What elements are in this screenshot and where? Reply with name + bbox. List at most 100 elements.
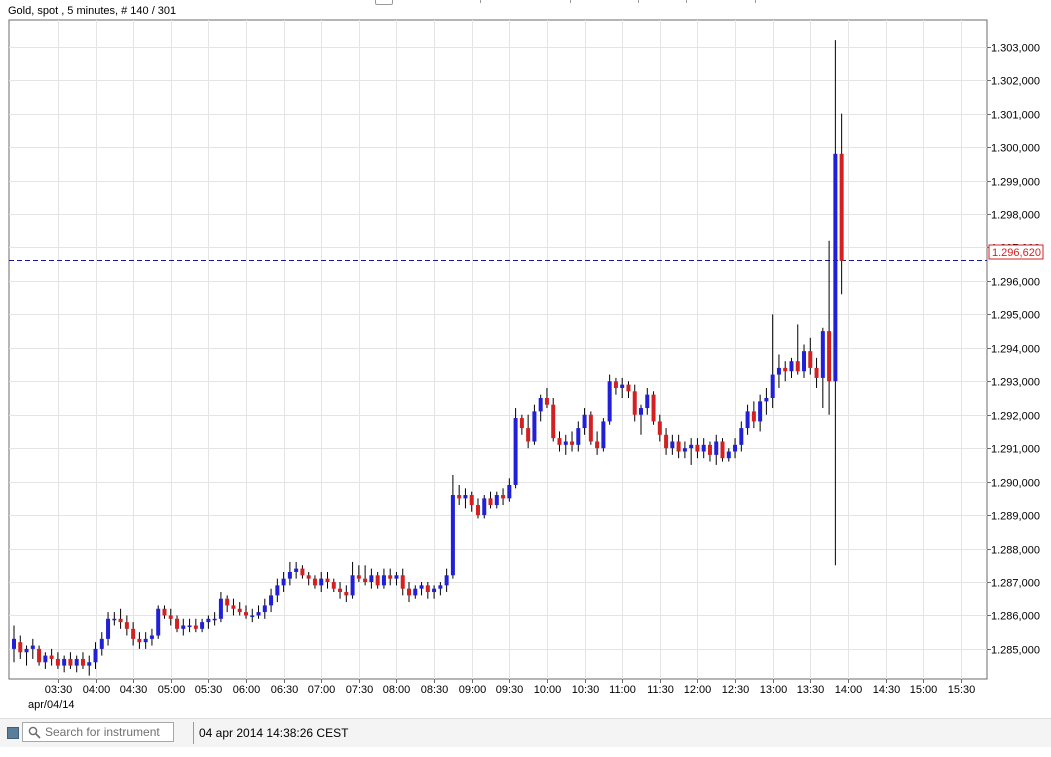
- candle-body: [720, 441, 725, 459]
- x-tick-label: 10:00: [534, 684, 562, 696]
- candle-body: [707, 444, 712, 455]
- candle-down: [501, 488, 506, 506]
- candle-up: [206, 615, 211, 629]
- candle-body: [482, 498, 487, 516]
- candle-body: [181, 625, 186, 629]
- candle-body: [162, 608, 167, 616]
- candle-body: [513, 418, 518, 485]
- candle-body: [381, 575, 386, 586]
- candlestick-chart[interactable]: 1.285,000 1.286,000 1.287,000 1.288,000 1.28…: [0, 0, 1051, 718]
- candle-up: [43, 652, 48, 669]
- candle-body: [620, 384, 625, 388]
- candle-body: [639, 408, 643, 415]
- candle-body: [225, 598, 230, 606]
- candle-up: [745, 404, 750, 435]
- candle-body: [131, 628, 136, 639]
- candle-body: [563, 441, 568, 445]
- candle-up: [275, 578, 280, 603]
- candle-body: [319, 578, 324, 586]
- y-axis: 1.285,000 1.286,000 1.287,000 1.288,000 1.28…: [987, 43, 1040, 657]
- candle-up: [733, 438, 738, 459]
- candle-body: [200, 622, 205, 629]
- candle-up: [582, 408, 587, 435]
- candle-body: [143, 638, 148, 643]
- candle-body: [538, 398, 543, 412]
- instrument-search[interactable]: [22, 722, 174, 742]
- candle-up: [256, 605, 261, 619]
- toolbar-divider: [570, 0, 571, 3]
- candle-body: [632, 391, 637, 415]
- candle-down: [193, 618, 198, 633]
- status-timestamp: 04 apr 2014 14:38:26 CEST: [199, 726, 349, 740]
- candle-up: [770, 314, 775, 409]
- current-price-label: 1.296,620: [992, 247, 1041, 259]
- candle-body: [808, 351, 813, 368]
- candle-up: [576, 421, 581, 452]
- candle-up: [419, 581, 424, 596]
- candle-up: [62, 655, 67, 673]
- candle-body: [193, 625, 198, 629]
- candle-body: [795, 361, 800, 372]
- toolbar-button[interactable]: [375, 0, 393, 5]
- candle-body: [501, 495, 506, 499]
- candle-body: [776, 367, 781, 375]
- candle-up: [294, 561, 299, 579]
- x-tick-label: 13:30: [797, 684, 825, 696]
- candle-down: [306, 571, 311, 586]
- candle-down: [168, 608, 173, 626]
- candle-body: [789, 361, 794, 372]
- status-divider: [193, 722, 194, 744]
- candle-body: [758, 401, 763, 422]
- candle-up: [24, 645, 29, 666]
- candle-body: [827, 331, 832, 382]
- candle-body: [450, 495, 455, 576]
- candle-body: [613, 381, 618, 388]
- candle-body: [87, 662, 92, 666]
- candle-body: [582, 414, 587, 429]
- y-tick-label: 1.287,000: [991, 578, 1040, 590]
- candle-body: [438, 585, 443, 589]
- candle-body: [388, 575, 393, 579]
- plot-area[interactable]: [8, 19, 988, 680]
- chart-title: Gold, spot , 5 minutes, # 140 / 301: [8, 5, 177, 17]
- candle-body: [657, 421, 662, 435]
- y-tick-label: 1.303,000: [991, 43, 1040, 55]
- candle-down: [557, 431, 562, 452]
- candle-down: [300, 565, 305, 579]
- search-input[interactable]: [45, 724, 171, 740]
- candle-body: [49, 655, 54, 659]
- candle-body: [475, 505, 480, 516]
- candle-body: [55, 658, 60, 666]
- candle-up: [607, 374, 612, 425]
- candle-down: [338, 581, 343, 599]
- candle-down: [751, 401, 756, 429]
- instrument-list-button[interactable]: [7, 727, 19, 739]
- candle-up: [833, 40, 838, 566]
- candle-body: [118, 618, 123, 623]
- candle-body: [375, 575, 380, 586]
- y-tick-label: 1.302,000: [991, 76, 1040, 88]
- candle-up: [450, 474, 455, 579]
- x-tick-label: 07:30: [346, 684, 374, 696]
- candle-body: [714, 441, 719, 455]
- candle-up: [776, 354, 781, 388]
- candle-down: [400, 568, 405, 596]
- candle-down: [626, 381, 631, 399]
- candle-up: [156, 605, 161, 639]
- candle-up: [645, 387, 650, 415]
- y-tick-label: 1.298,000: [991, 210, 1040, 222]
- x-tick-label: 11:30: [647, 684, 674, 696]
- candle-up: [250, 608, 255, 623]
- candle-body: [457, 495, 462, 499]
- candle-down: [312, 575, 317, 589]
- candle-body: [463, 495, 468, 499]
- candle-up: [507, 478, 512, 502]
- candle-down: [588, 411, 593, 445]
- candle-down: [839, 113, 844, 295]
- candle-body: [206, 618, 211, 623]
- candle-body: [369, 575, 374, 582]
- candle-body: [670, 441, 675, 449]
- candle-body: [325, 578, 330, 582]
- y-tick-label: 1.296,000: [991, 277, 1040, 289]
- candle-down: [469, 491, 474, 512]
